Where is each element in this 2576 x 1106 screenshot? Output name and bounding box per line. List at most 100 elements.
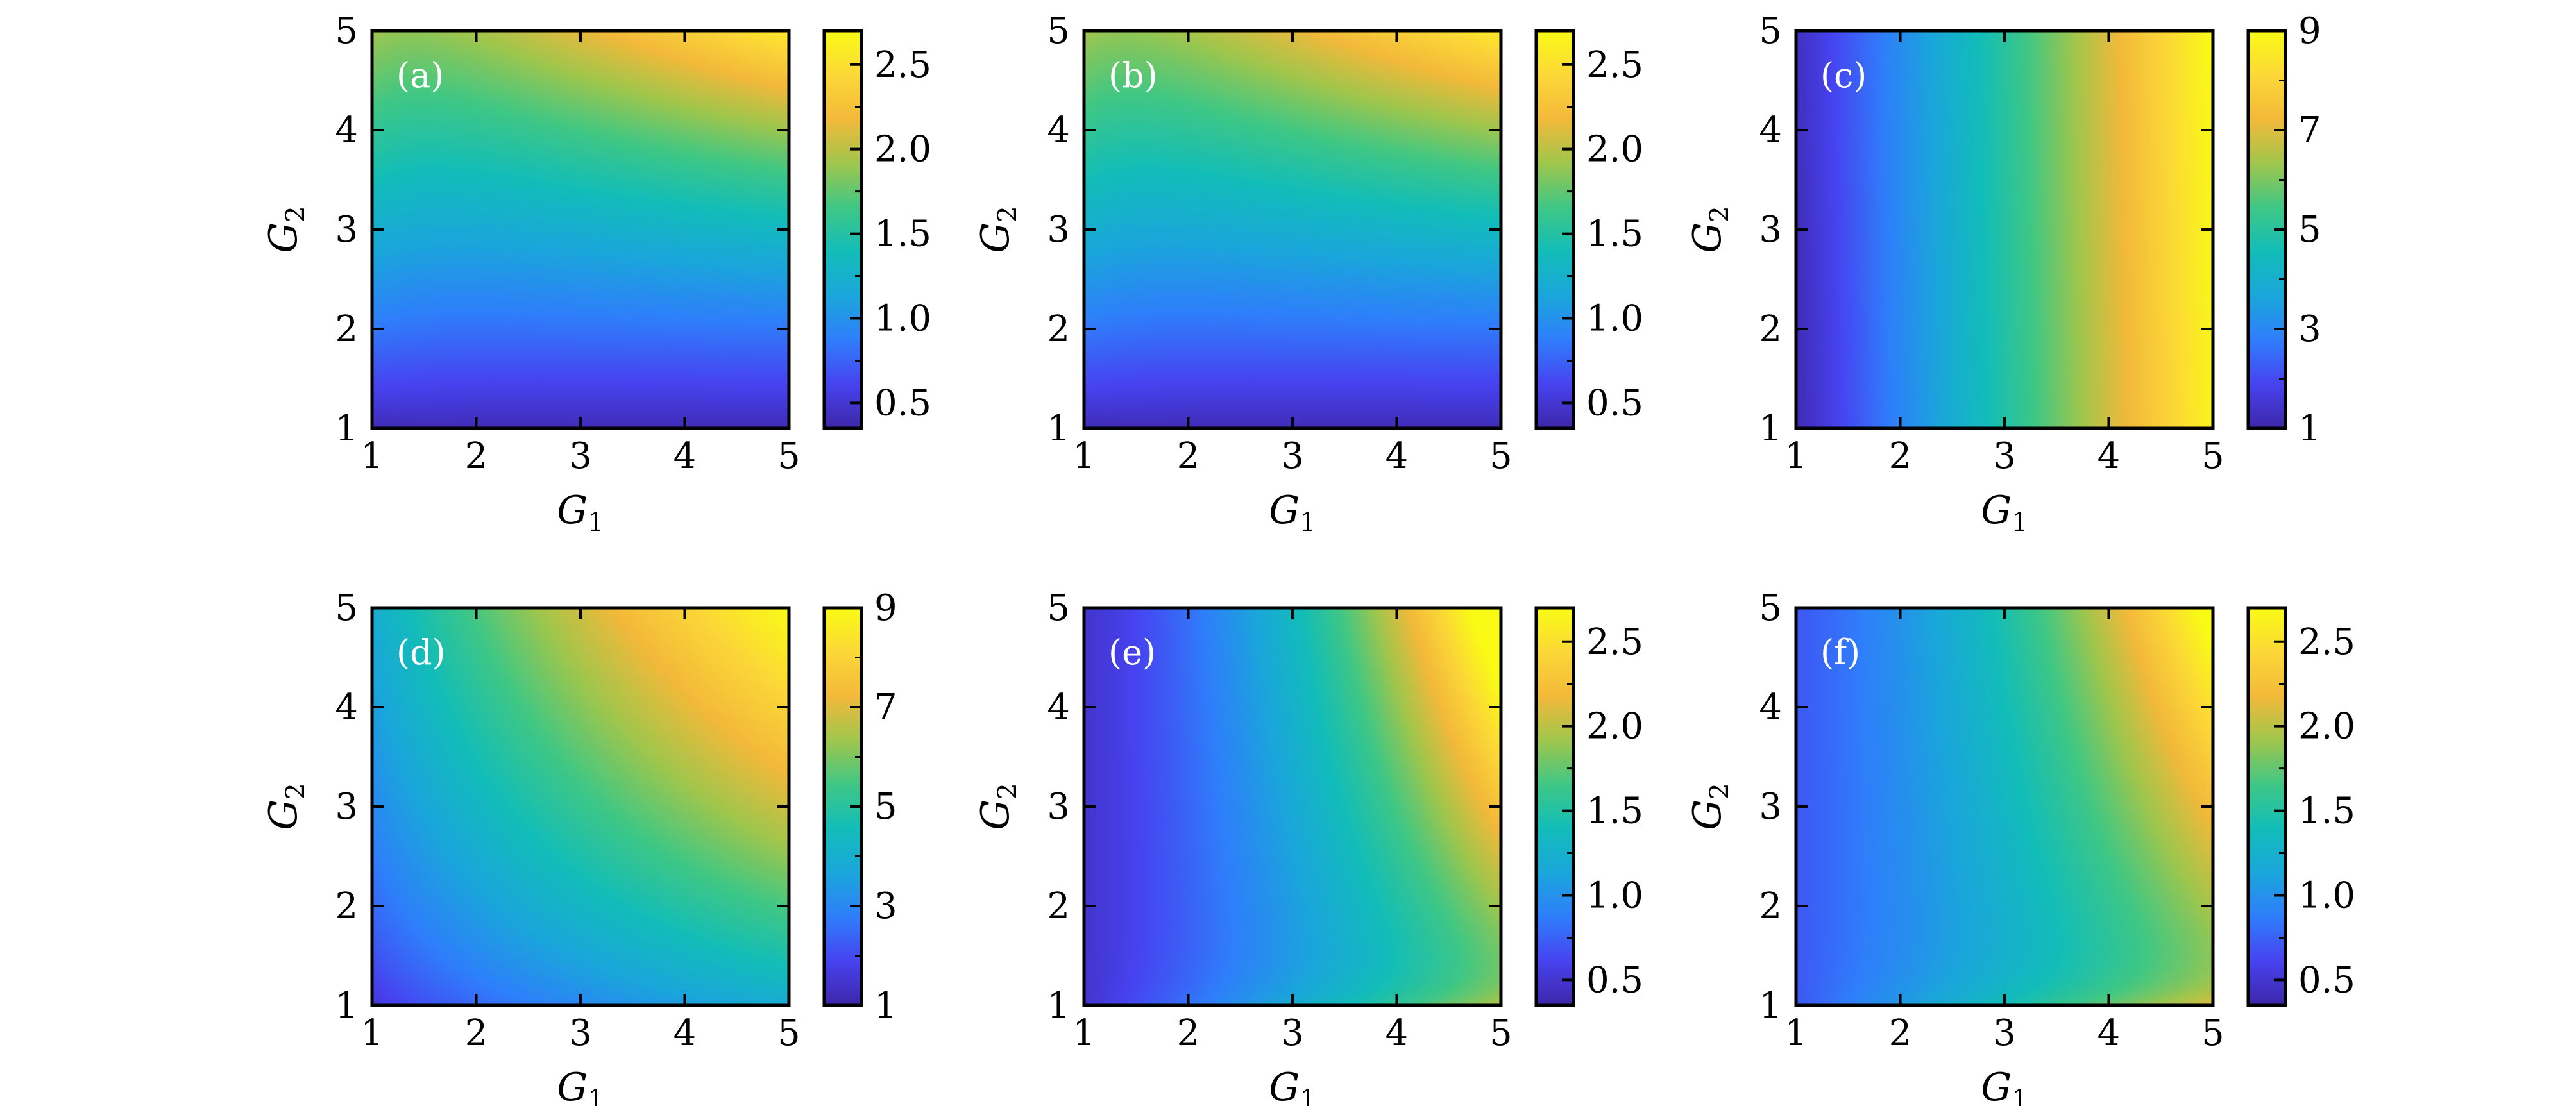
- panel-label: (f): [1820, 632, 1860, 673]
- x-tick-label: 5: [2201, 435, 2224, 477]
- x-tick-label: 5: [777, 1012, 801, 1054]
- heatmap-image: [1084, 31, 1501, 428]
- colorbar-tick-label: 5: [2298, 209, 2321, 251]
- colorbar-tick-label: 5: [874, 786, 897, 828]
- x-tick-label: 1: [360, 1012, 384, 1054]
- x-tick-label: 2: [1177, 435, 1200, 477]
- y-axis-label-main: G: [973, 222, 1018, 253]
- panel-label: (a): [396, 55, 444, 96]
- y-tick-label: 4: [1047, 110, 1070, 151]
- x-axis-label: G1: [1269, 1065, 1316, 1106]
- x-tick-label: 4: [2097, 435, 2121, 477]
- x-tick-label: 2: [1889, 435, 1912, 477]
- y-axis-label-sub: 2: [993, 206, 1022, 222]
- colorbar-tick-label: 2.5: [874, 44, 931, 86]
- colorbar-tick-label: 0.5: [2298, 959, 2355, 1001]
- y-tick-label: 5: [1047, 587, 1070, 629]
- heatmap-image: [372, 31, 789, 428]
- y-tick-label: 4: [1759, 110, 1782, 151]
- colorbar-tick-label: 2.5: [2298, 621, 2355, 663]
- x-axis-label-sub: 1: [1300, 1085, 1316, 1106]
- colorbar-tick-label: 7: [2298, 110, 2321, 151]
- y-tick-label: 1: [1047, 408, 1070, 449]
- colorbar-tick-label: 2.5: [1586, 621, 1643, 663]
- colorbar-tick-label: 1.0: [874, 298, 931, 340]
- heatmap-image: [1796, 608, 2213, 1005]
- colorbar: [824, 31, 861, 428]
- x-tick-label: 3: [1281, 435, 1304, 477]
- colorbar: [1536, 31, 1573, 428]
- x-tick-label: 3: [569, 435, 592, 477]
- colorbar-tick-label: 1.0: [1586, 298, 1643, 340]
- colorbar-tick-label: 1.5: [874, 214, 931, 255]
- y-tick-label: 5: [1047, 10, 1070, 52]
- colorbar-tick-label: 0.5: [1586, 382, 1643, 424]
- y-tick-label: 3: [1759, 209, 1782, 251]
- colorbar: [2248, 608, 2285, 1005]
- y-tick-label: 2: [335, 885, 358, 927]
- x-tick-label: 3: [1281, 1012, 1304, 1054]
- colorbar-tick-label: 3: [874, 885, 897, 927]
- y-tick-label: 1: [335, 985, 358, 1026]
- x-tick-label: 4: [674, 435, 697, 477]
- y-tick-label: 1: [1759, 408, 1782, 449]
- heatmap-image: [1084, 608, 1501, 1005]
- x-axis-label-sub: 1: [2012, 508, 2028, 537]
- y-axis-label: G2: [261, 783, 310, 830]
- x-tick-label: 3: [1993, 1012, 2016, 1054]
- colorbar-frame: [822, 29, 863, 430]
- y-axis-label-main: G: [261, 800, 306, 830]
- x-tick-label: 5: [1489, 1012, 1513, 1054]
- y-axis-label-sub: 2: [993, 783, 1022, 799]
- y-axis-label-sub: 2: [281, 206, 310, 222]
- x-axis-label-sub: 1: [588, 1085, 604, 1106]
- colorbar-frame: [2246, 606, 2287, 1007]
- colorbar-tick-label: 2.0: [874, 129, 931, 171]
- colorbar-tick-label: 2.0: [1586, 706, 1643, 748]
- colorbar: [1536, 608, 1573, 1005]
- panel-label: (d): [396, 632, 446, 673]
- x-axis-label: G1: [557, 1065, 604, 1106]
- colorbar-tick-label: 0.5: [1586, 959, 1643, 1001]
- colorbar-tick-label: 1: [2298, 408, 2321, 449]
- x-axis-label-sub: 1: [2012, 1085, 2028, 1106]
- colorbar-tick-label: 1.0: [2298, 875, 2355, 917]
- y-tick-label: 3: [1047, 209, 1070, 251]
- x-tick-label: 1: [1072, 1012, 1096, 1054]
- x-axis-label: G1: [1981, 488, 2028, 537]
- y-tick-label: 5: [1759, 10, 1782, 52]
- x-axis-label-sub: 1: [1300, 508, 1316, 537]
- colorbar-tick-label: 2.0: [1586, 129, 1643, 171]
- x-tick-label: 5: [2201, 1012, 2224, 1054]
- y-tick-label: 5: [335, 10, 358, 52]
- y-tick-label: 2: [1047, 885, 1070, 927]
- x-axis-label-main: G: [1269, 488, 1300, 533]
- colorbar-frame: [1534, 29, 1575, 430]
- colorbar-tick-label: 7: [874, 687, 897, 728]
- panel-label: (e): [1108, 632, 1156, 673]
- x-tick-label: 1: [1784, 1012, 1808, 1054]
- panel-label: (b): [1108, 55, 1158, 96]
- x-axis-label-sub: 1: [588, 508, 604, 537]
- y-axis-label: G2: [1685, 206, 1734, 253]
- x-axis-label-main: G: [1269, 1065, 1300, 1106]
- colorbar-tick-label: 2.5: [1586, 44, 1643, 86]
- y-tick-label: 4: [335, 110, 358, 151]
- y-tick-label: 1: [1047, 985, 1070, 1026]
- x-axis-label-main: G: [1981, 488, 2012, 533]
- colorbar-tick-label: 9: [874, 587, 897, 629]
- y-tick-label: 4: [335, 687, 358, 728]
- x-tick-label: 5: [1489, 435, 1513, 477]
- colorbar-tick-label: 3: [2298, 308, 2321, 350]
- x-tick-label: 4: [1385, 1012, 1409, 1054]
- x-tick-label: 3: [1993, 435, 2016, 477]
- y-axis-label: G2: [1685, 783, 1734, 830]
- x-tick-label: 4: [674, 1012, 697, 1054]
- x-axis-label: G1: [557, 488, 604, 537]
- y-axis-label: G2: [973, 206, 1022, 253]
- x-axis-label: G1: [1981, 1065, 2028, 1106]
